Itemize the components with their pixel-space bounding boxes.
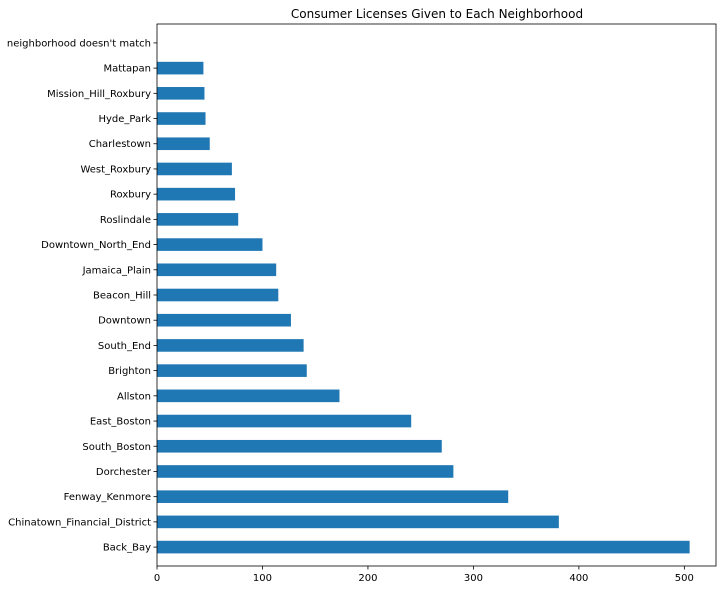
bar-west-roxbury bbox=[157, 162, 232, 176]
y-tick-label: East_Boston bbox=[90, 417, 151, 428]
y-tick-label: South_End bbox=[98, 341, 151, 352]
y-axis: Back_Bay Chinatown_Financial_District Fenw… bbox=[7, 38, 157, 554]
x-tick-label: 200 bbox=[358, 573, 377, 584]
bar-south-end bbox=[157, 339, 304, 352]
bar-roslindale bbox=[157, 213, 239, 226]
bar-downtown bbox=[157, 313, 291, 327]
y-tick-label: South_Boston bbox=[82, 442, 151, 453]
x-tick-label: 500 bbox=[675, 573, 694, 584]
y-tick-label: Brighton bbox=[108, 366, 151, 377]
bar-east-boston bbox=[157, 414, 412, 428]
bar-back-bay bbox=[157, 540, 690, 554]
bar-beacon-hill bbox=[157, 288, 279, 302]
x-tick-label: 300 bbox=[464, 573, 483, 584]
bar-charlestown bbox=[157, 137, 210, 151]
y-tick-label: Roxbury bbox=[110, 190, 151, 201]
y-tick-label: Fenway_Kenmore bbox=[64, 492, 151, 503]
y-tick-label: neighborhood doesn't match bbox=[7, 38, 151, 49]
bar-south-boston bbox=[157, 439, 442, 453]
bar-downtown-north-end bbox=[157, 238, 263, 251]
y-tick-label: Allston bbox=[117, 391, 151, 402]
x-tick-label: 400 bbox=[569, 573, 588, 584]
x-tick-label: 100 bbox=[253, 573, 272, 584]
y-tick-label: Hyde_Park bbox=[98, 114, 151, 125]
bar-hyde-park bbox=[157, 112, 206, 125]
y-tick-label: Mattapan bbox=[103, 64, 151, 75]
y-tick-label: Downtown bbox=[98, 316, 151, 327]
bar-brighton bbox=[157, 364, 307, 377]
y-tick-label: Mission_Hill_Roxbury bbox=[47, 89, 151, 100]
y-tick-label: Jamaica_Plain bbox=[82, 265, 151, 276]
x-tick-label: 0 bbox=[154, 573, 160, 584]
bar-mattapan bbox=[157, 61, 204, 75]
bar-chinatown-financial-district bbox=[157, 515, 559, 529]
plot-area bbox=[156, 23, 717, 567]
bar-jamaica-plain bbox=[157, 263, 277, 277]
y-tick-label: West_Roxbury bbox=[80, 164, 151, 175]
y-tick-label: Roslindale bbox=[100, 215, 151, 226]
y-tick-label: Back_Bay bbox=[103, 543, 151, 554]
y-tick-label: Beacon_Hill bbox=[93, 291, 151, 302]
x-axis: 0 100 200 300 400 500 bbox=[154, 566, 694, 584]
bar-roxbury bbox=[157, 187, 236, 201]
bar-allston bbox=[157, 389, 340, 403]
chart-title: Consumer Licenses Given to Each Neighbor… bbox=[291, 7, 583, 21]
bar-dorchester bbox=[157, 465, 454, 478]
y-tick-label: Dorchester bbox=[96, 467, 152, 478]
bar-fenway-kenmore bbox=[157, 490, 509, 503]
y-tick-label: Charlestown bbox=[89, 139, 151, 150]
y-tick-label: Chinatown_Financial_District bbox=[8, 517, 151, 528]
y-tick-label: Downtown_North_End bbox=[41, 240, 151, 251]
bar-mission-hill-roxbury bbox=[157, 87, 205, 100]
